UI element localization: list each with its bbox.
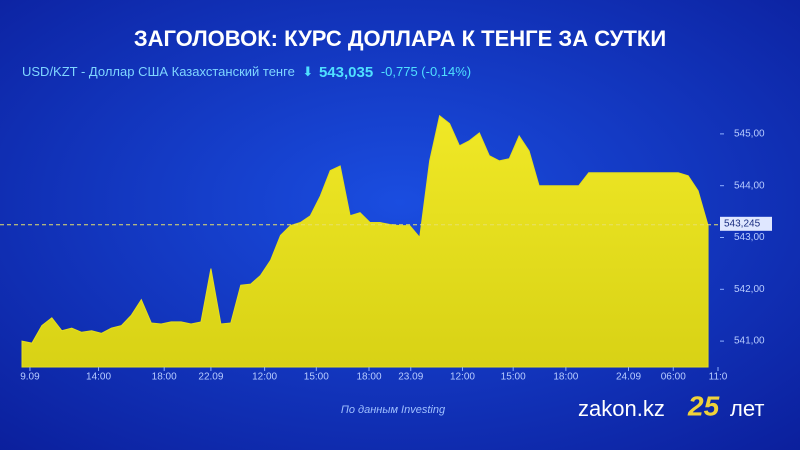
x-tick-label: 18:00 <box>553 372 578 383</box>
area <box>21 114 709 368</box>
y-tick-label: 542,00 <box>734 284 765 295</box>
y-tick-label: 544,00 <box>734 180 765 191</box>
x-tick-label: 15:00 <box>304 372 329 383</box>
quote: 543,035 <box>319 64 373 81</box>
brand: zakon.kz <box>578 396 665 421</box>
x-tick-label: 23.09 <box>398 372 423 383</box>
y-tick-label: 543,00 <box>734 232 765 243</box>
x-tick-label: 22.09 <box>198 372 223 383</box>
source: По данным Investing <box>341 404 446 416</box>
x-tick-label: 06:00 <box>661 372 686 383</box>
last-value-box <box>720 216 772 231</box>
brand-number: 25 <box>687 390 720 421</box>
quote-change: -0,775 (-0,14%) <box>381 64 471 79</box>
y-tick-label: 541,00 <box>734 336 765 347</box>
x-tick-label: 9.09 <box>20 372 40 383</box>
y-tick-label: 545,00 <box>734 129 765 140</box>
x-tick-label: 24.09 <box>616 372 641 383</box>
x-tick-label: 18:00 <box>356 372 381 383</box>
last-value-label: 543,245 <box>724 218 761 229</box>
subtitle-line: USD/KZT - Доллар США Казахстанский тенге… <box>22 64 471 81</box>
chart-title: ЗАГОЛОВОК: КУРС ДОЛЛАРА К ТЕНГЕ ЗА СУТКИ <box>134 26 666 51</box>
subtitle: USD/KZT - Доллар США Казахстанский тенге <box>22 64 295 79</box>
x-tick-label: 11:0 <box>709 372 728 383</box>
x-tick-label: 15:00 <box>501 372 526 383</box>
x-tick-label: 18:00 <box>152 372 177 383</box>
brand-suffix: лет <box>730 396 764 421</box>
x-tick-label: 12:00 <box>252 372 277 383</box>
x-tick-label: 12:00 <box>450 372 475 383</box>
quote-arrow: ⬇ <box>302 64 313 79</box>
x-tick-label: 14:00 <box>86 372 111 383</box>
